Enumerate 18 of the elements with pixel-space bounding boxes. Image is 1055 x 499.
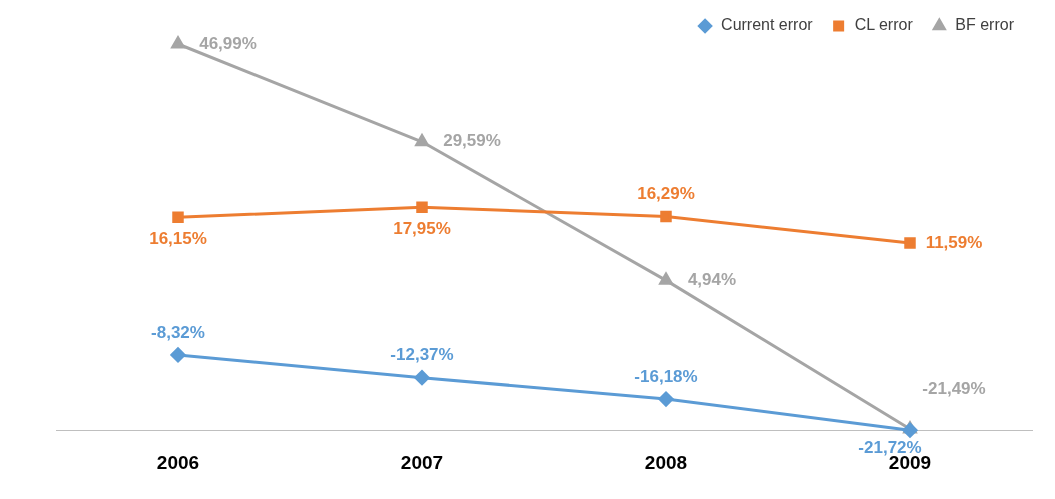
data-label: 16,15% [149,229,207,249]
legend-label: CL error [854,16,914,34]
data-label: 11,59% [925,232,983,252]
x-tick-label: 2008 [644,451,688,473]
legend-label: Current error [721,16,814,34]
data-label: 4,94% [687,270,737,290]
data-label: -12,37% [390,345,454,365]
x-tick-label: 2006 [156,451,200,473]
data-label: -8,32% [151,322,205,342]
legend-label: BF error [955,16,1015,34]
data-label: -21,72% [858,437,922,457]
x-tick-label: 2007 [400,451,444,473]
data-label: -21,49% [922,378,986,398]
data-label: 17,95% [393,218,451,238]
data-label: -16,18% [634,366,698,386]
data-label: 46,99% [199,33,257,53]
data-label: 29,59% [443,131,501,151]
data-label: 16,29% [637,184,695,204]
